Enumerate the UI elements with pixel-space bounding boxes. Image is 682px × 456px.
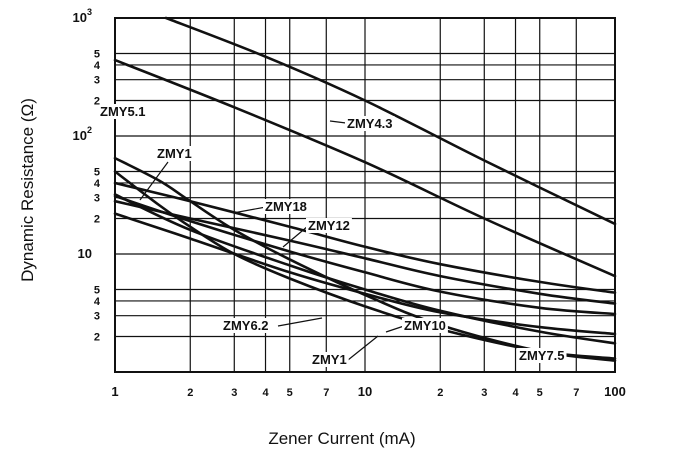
y-tick-label: 4 [94, 178, 101, 190]
x-tick-label: 7 [323, 387, 329, 399]
annotation-leader [277, 317, 323, 327]
y-tick-label: 5 [94, 49, 100, 61]
x-tick-label: 4 [512, 387, 519, 399]
series-label: ZMY5.1 [100, 104, 146, 119]
series-label: ZMY7.5 [519, 348, 565, 363]
annotation-backdrop [345, 116, 395, 131]
annotation-leader [385, 325, 405, 333]
y-tick-label: 2 [94, 213, 100, 225]
annotation-backdrop [310, 352, 349, 367]
annotation-leader [232, 206, 267, 214]
y-tick-label: 3 [94, 311, 100, 323]
series-line-zmy1-7 [113, 170, 617, 360]
series-line-zmy6-2-6 [113, 212, 617, 336]
x-tick-label: 3 [231, 387, 237, 399]
y-tick-label: 3 [94, 193, 100, 205]
x-tick-labels: 1 2 3 4 5 7 10 2 3 4 5 7 100 [111, 384, 625, 399]
x-tick-label: 2 [437, 387, 443, 399]
y-tick-label: 4 [94, 296, 101, 308]
y-tick-label: 10 [78, 246, 92, 261]
x-tick-label: 5 [287, 387, 293, 399]
y-tick-label: 102 [73, 125, 92, 143]
y-tick-label: 103 [73, 7, 92, 25]
curves [113, 16, 617, 362]
y-axis-title: Dynamic Resistance (Ω) [18, 98, 37, 282]
y-tick-label: 4 [94, 60, 101, 72]
x-tick-label: 100 [604, 384, 626, 399]
x-tick-label: 3 [481, 387, 487, 399]
x-tick-label: 10 [358, 384, 372, 399]
x-axis-title: Zener Current (mA) [268, 429, 415, 448]
annotation-leader [329, 120, 347, 124]
series-line-zmy7-5-8 [113, 193, 617, 345]
annotation-backdrop [263, 199, 309, 214]
y-tick-label: 2 [94, 331, 100, 343]
annotation-leader [139, 161, 169, 201]
annotation-backdrop [98, 104, 148, 119]
annotation-backdrop [517, 348, 567, 363]
y-tick-label: 5 [94, 167, 100, 179]
series-label: ZMY18 [265, 199, 307, 214]
series-line-zmy18-3 [113, 181, 617, 294]
series-line-zmy4-3-0 [164, 16, 617, 226]
grid [114, 17, 616, 373]
annotation-backdrop [155, 146, 194, 161]
annotation-leader [282, 225, 309, 248]
x-tick-label: 2 [187, 387, 193, 399]
annotation-backdrop [306, 218, 352, 233]
annotation-leader [347, 335, 379, 361]
series-label: ZMY10 [404, 318, 446, 333]
annotation-backdrop [221, 318, 271, 333]
annotation-backdrop [402, 318, 448, 333]
series-label: ZMY12 [308, 218, 350, 233]
x-tick-label: 1 [111, 384, 118, 399]
y-tick-label: 2 [94, 95, 100, 107]
y-tick-label: 3 [94, 75, 100, 87]
x-tick-label: 4 [262, 387, 269, 399]
y-tick-label: 5 [94, 285, 100, 297]
series-label: ZMY1 [157, 146, 192, 161]
series-label: ZMY4.3 [347, 116, 393, 131]
x-tick-label: 7 [573, 387, 579, 399]
series-line-zmy10-5 [113, 194, 617, 316]
x-tick-label: 5 [537, 387, 543, 399]
series-label: ZMY6.2 [223, 318, 269, 333]
series-label: ZMY1 [312, 352, 347, 367]
series-line-zmy5-1-1 [113, 58, 617, 278]
series-line-zmy12-4 [113, 199, 617, 305]
